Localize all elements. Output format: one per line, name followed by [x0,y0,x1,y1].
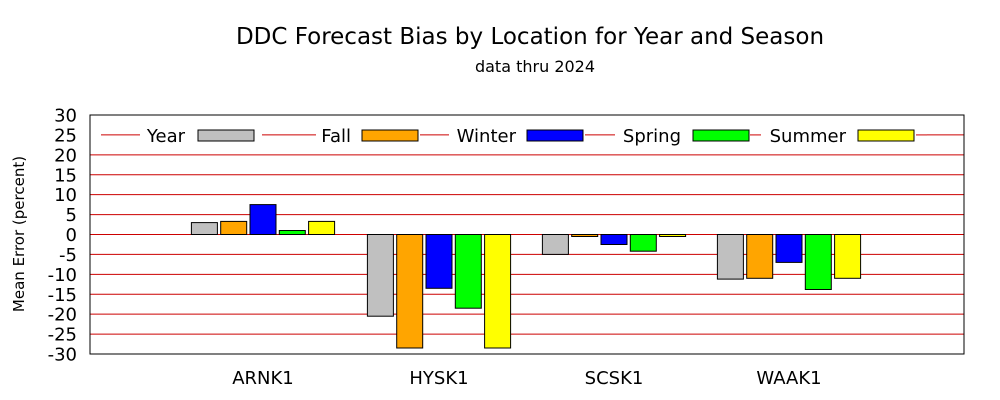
legend-swatch-year [197,129,255,142]
y-tick-label: 20 [54,145,77,166]
legend-swatch-fall [361,129,419,142]
bar-scsk1-summer [659,234,687,237]
bar-arnk1-spring [278,230,306,235]
category-label: ARNK1 [232,368,294,389]
y-tick-label: 15 [54,165,77,186]
legend-label-spring: Spring [623,126,681,147]
legend: Year Fall Winter Spring Summer [146,126,915,147]
plot-frame [89,114,965,355]
category-label: HYSK1 [409,368,468,389]
bar-arnk1-winter [249,204,277,236]
category-label: SCSK1 [585,368,644,389]
y-tick-label: -20 [48,305,77,326]
bar-waak1-summer [834,234,862,279]
y-tick-label: -25 [48,325,77,346]
y-tick-label: -15 [48,285,77,306]
y-tick-label: -30 [48,345,77,366]
y-tick-label: -10 [48,265,77,286]
y-tick-label: -5 [59,245,77,266]
legend-swatch-spring [692,129,750,142]
bar-waak1-fall [746,234,774,279]
legend-swatch-summer [857,129,915,142]
legend-label-fall: Fall [321,126,351,147]
y-tick-label: 25 [54,125,77,146]
bars [190,204,862,349]
bar-waak1-spring [804,234,832,290]
legend-label-summer: Summer [770,126,847,147]
y-tick-label: 10 [54,185,77,206]
bar-hysk1-fall [396,234,424,349]
bar-hysk1-spring [454,234,482,309]
legend-swatch-winter [526,129,584,142]
category-label: WAAK1 [756,368,821,389]
bar-scsk1-fall [571,234,599,237]
bar-waak1-year [716,234,744,280]
bar-hysk1-winter [425,234,453,289]
bar-hysk1-summer [484,234,512,349]
y-tick-label: 30 [54,106,77,127]
bar-arnk1-year [190,222,218,236]
legend-label-year: Year [146,126,186,147]
bar-arnk1-fall [220,220,248,235]
bar-scsk1-year [541,234,569,255]
legend-label-winter: Winter [457,126,517,147]
chart-subtitle: data thru 2024 [475,57,595,76]
bar-hysk1-year [366,234,394,317]
y-tick-label: 5 [66,205,77,226]
category-labels: ARNK1 HYSK1 SCSK1 WAAK1 [232,368,821,389]
chart-title: DDC Forecast Bias by Location for Year a… [236,24,824,50]
y-axis-label: Mean Error (percent) [10,156,28,312]
bar-waak1-winter [775,234,803,263]
bar-arnk1-summer [308,220,336,235]
bar-scsk1-winter [600,234,628,245]
bar-scsk1-spring [629,234,657,252]
y-tick-label: 0 [66,225,77,246]
